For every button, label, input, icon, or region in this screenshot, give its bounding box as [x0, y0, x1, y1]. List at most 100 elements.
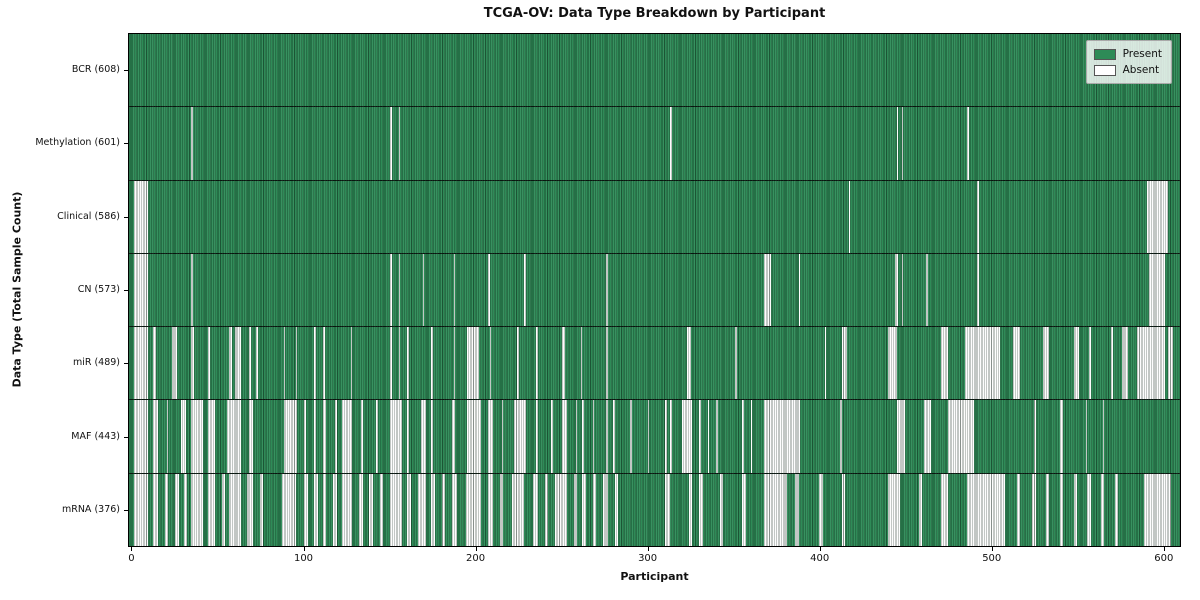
absent-stripe	[1121, 327, 1129, 400]
absent-stripe	[134, 253, 148, 327]
absent-stripe	[304, 473, 308, 546]
x-tick-mark	[1163, 547, 1165, 551]
x-tick-label: 100	[293, 553, 314, 564]
y-tick-label: BCR (608)	[71, 63, 120, 75]
absent-stripe	[390, 253, 392, 327]
absent-stripe	[551, 400, 554, 473]
y-tick-label: Clinical (586)	[57, 210, 120, 222]
absent-stripe	[523, 253, 526, 327]
absent-stripe	[207, 400, 215, 473]
absent-stripe	[451, 400, 456, 473]
absent-stripe	[360, 400, 363, 473]
absent-stripe	[407, 327, 409, 400]
absent-stripe	[487, 400, 494, 473]
absent-stripe	[532, 473, 538, 546]
absent-stripe	[165, 473, 169, 546]
y-tick-mark	[124, 510, 128, 512]
absent-stripe	[687, 327, 691, 400]
absent-stripe	[941, 327, 949, 400]
absent-stripe	[977, 180, 980, 253]
absent-stripe	[841, 473, 846, 546]
absent-stripe	[431, 327, 433, 400]
absent-stripe	[1013, 327, 1021, 400]
y-tick-mark	[124, 290, 128, 291]
absent-stripe	[1034, 400, 1036, 473]
absent-stripe	[606, 327, 609, 400]
absent-stripe	[350, 327, 353, 400]
y-tick-mark	[124, 436, 128, 438]
absent-stripe	[190, 400, 203, 473]
absent-stripe	[190, 327, 195, 400]
absent-stripe	[1016, 473, 1021, 546]
absent-stripe	[764, 473, 787, 546]
row-CN	[129, 252, 1180, 327]
x-tick-label: 300	[638, 553, 658, 564]
y-tick-label: MAF (443)	[71, 430, 120, 442]
absent-stripe	[1087, 473, 1091, 546]
absent-stripe	[390, 107, 392, 180]
absent-stripe	[1147, 180, 1168, 253]
absent-stripe	[153, 400, 159, 473]
row-MAF	[129, 399, 1180, 473]
absent-stripe	[304, 400, 306, 473]
absent-stripe	[489, 327, 492, 400]
absent-stripe	[153, 473, 159, 546]
absent-stripe	[453, 327, 456, 400]
absent-stripe	[190, 253, 193, 327]
absent-stripe	[894, 253, 899, 327]
absent-stripe	[819, 473, 823, 546]
absent-stripe	[896, 400, 906, 473]
legend: Present Absent	[1085, 40, 1172, 84]
absent-stripe	[228, 327, 233, 400]
absent-stripe	[407, 400, 409, 473]
legend-entry-absent: Absent	[1093, 62, 1162, 78]
y-tick-mark	[124, 143, 128, 145]
absent-stripe	[664, 473, 670, 546]
absent-stripe	[166, 400, 169, 473]
absent-stripe	[422, 253, 425, 327]
absent-stripe	[888, 327, 897, 400]
absent-stripe	[630, 400, 633, 473]
absent-stripe	[824, 327, 827, 400]
y-tick-label: mRNA (376)	[61, 504, 120, 516]
absent-stripe	[544, 473, 548, 546]
absent-stripe	[1042, 327, 1050, 400]
absent-stripe	[848, 180, 851, 253]
absent-stripe	[453, 253, 456, 327]
x-tick-mark	[475, 547, 477, 551]
absent-stripe	[256, 327, 258, 400]
x-tick-mark	[303, 547, 305, 551]
x-tick-label: 0	[128, 553, 135, 564]
absent-stripe	[431, 400, 433, 473]
absent-stripe	[207, 473, 215, 546]
absent-stripe	[467, 327, 480, 400]
absent-stripe	[1149, 253, 1165, 327]
x-tick-mark	[819, 547, 821, 551]
absent-stripe	[1102, 400, 1105, 473]
absent-stripe	[465, 473, 482, 546]
absent-stripe	[283, 327, 286, 400]
absent-stripe	[323, 400, 327, 473]
absent-stripe	[407, 473, 411, 546]
absent-stripe	[249, 400, 253, 473]
absent-stripe	[1088, 327, 1091, 400]
absent-stripe	[379, 473, 384, 546]
absent-stripe	[180, 400, 186, 473]
absent-stripe	[602, 473, 609, 546]
absent-stripe	[314, 400, 317, 473]
absent-stripe	[376, 400, 378, 473]
x-tick-label: 500	[982, 553, 1002, 564]
absent-stripe	[795, 473, 799, 546]
absent-stripe	[839, 400, 842, 473]
absent-stripe	[314, 473, 318, 546]
absent-stripe	[1073, 327, 1079, 400]
absent-stripe	[314, 327, 317, 400]
absent-stripe	[183, 473, 188, 546]
absent-stripe	[1059, 400, 1064, 473]
absent-stripe	[390, 473, 403, 546]
row-miR	[129, 326, 1180, 400]
absent-stripe	[1101, 473, 1105, 546]
absent-stripe	[420, 400, 427, 473]
absent-stripe	[390, 400, 403, 473]
absent-stripe	[247, 473, 253, 546]
